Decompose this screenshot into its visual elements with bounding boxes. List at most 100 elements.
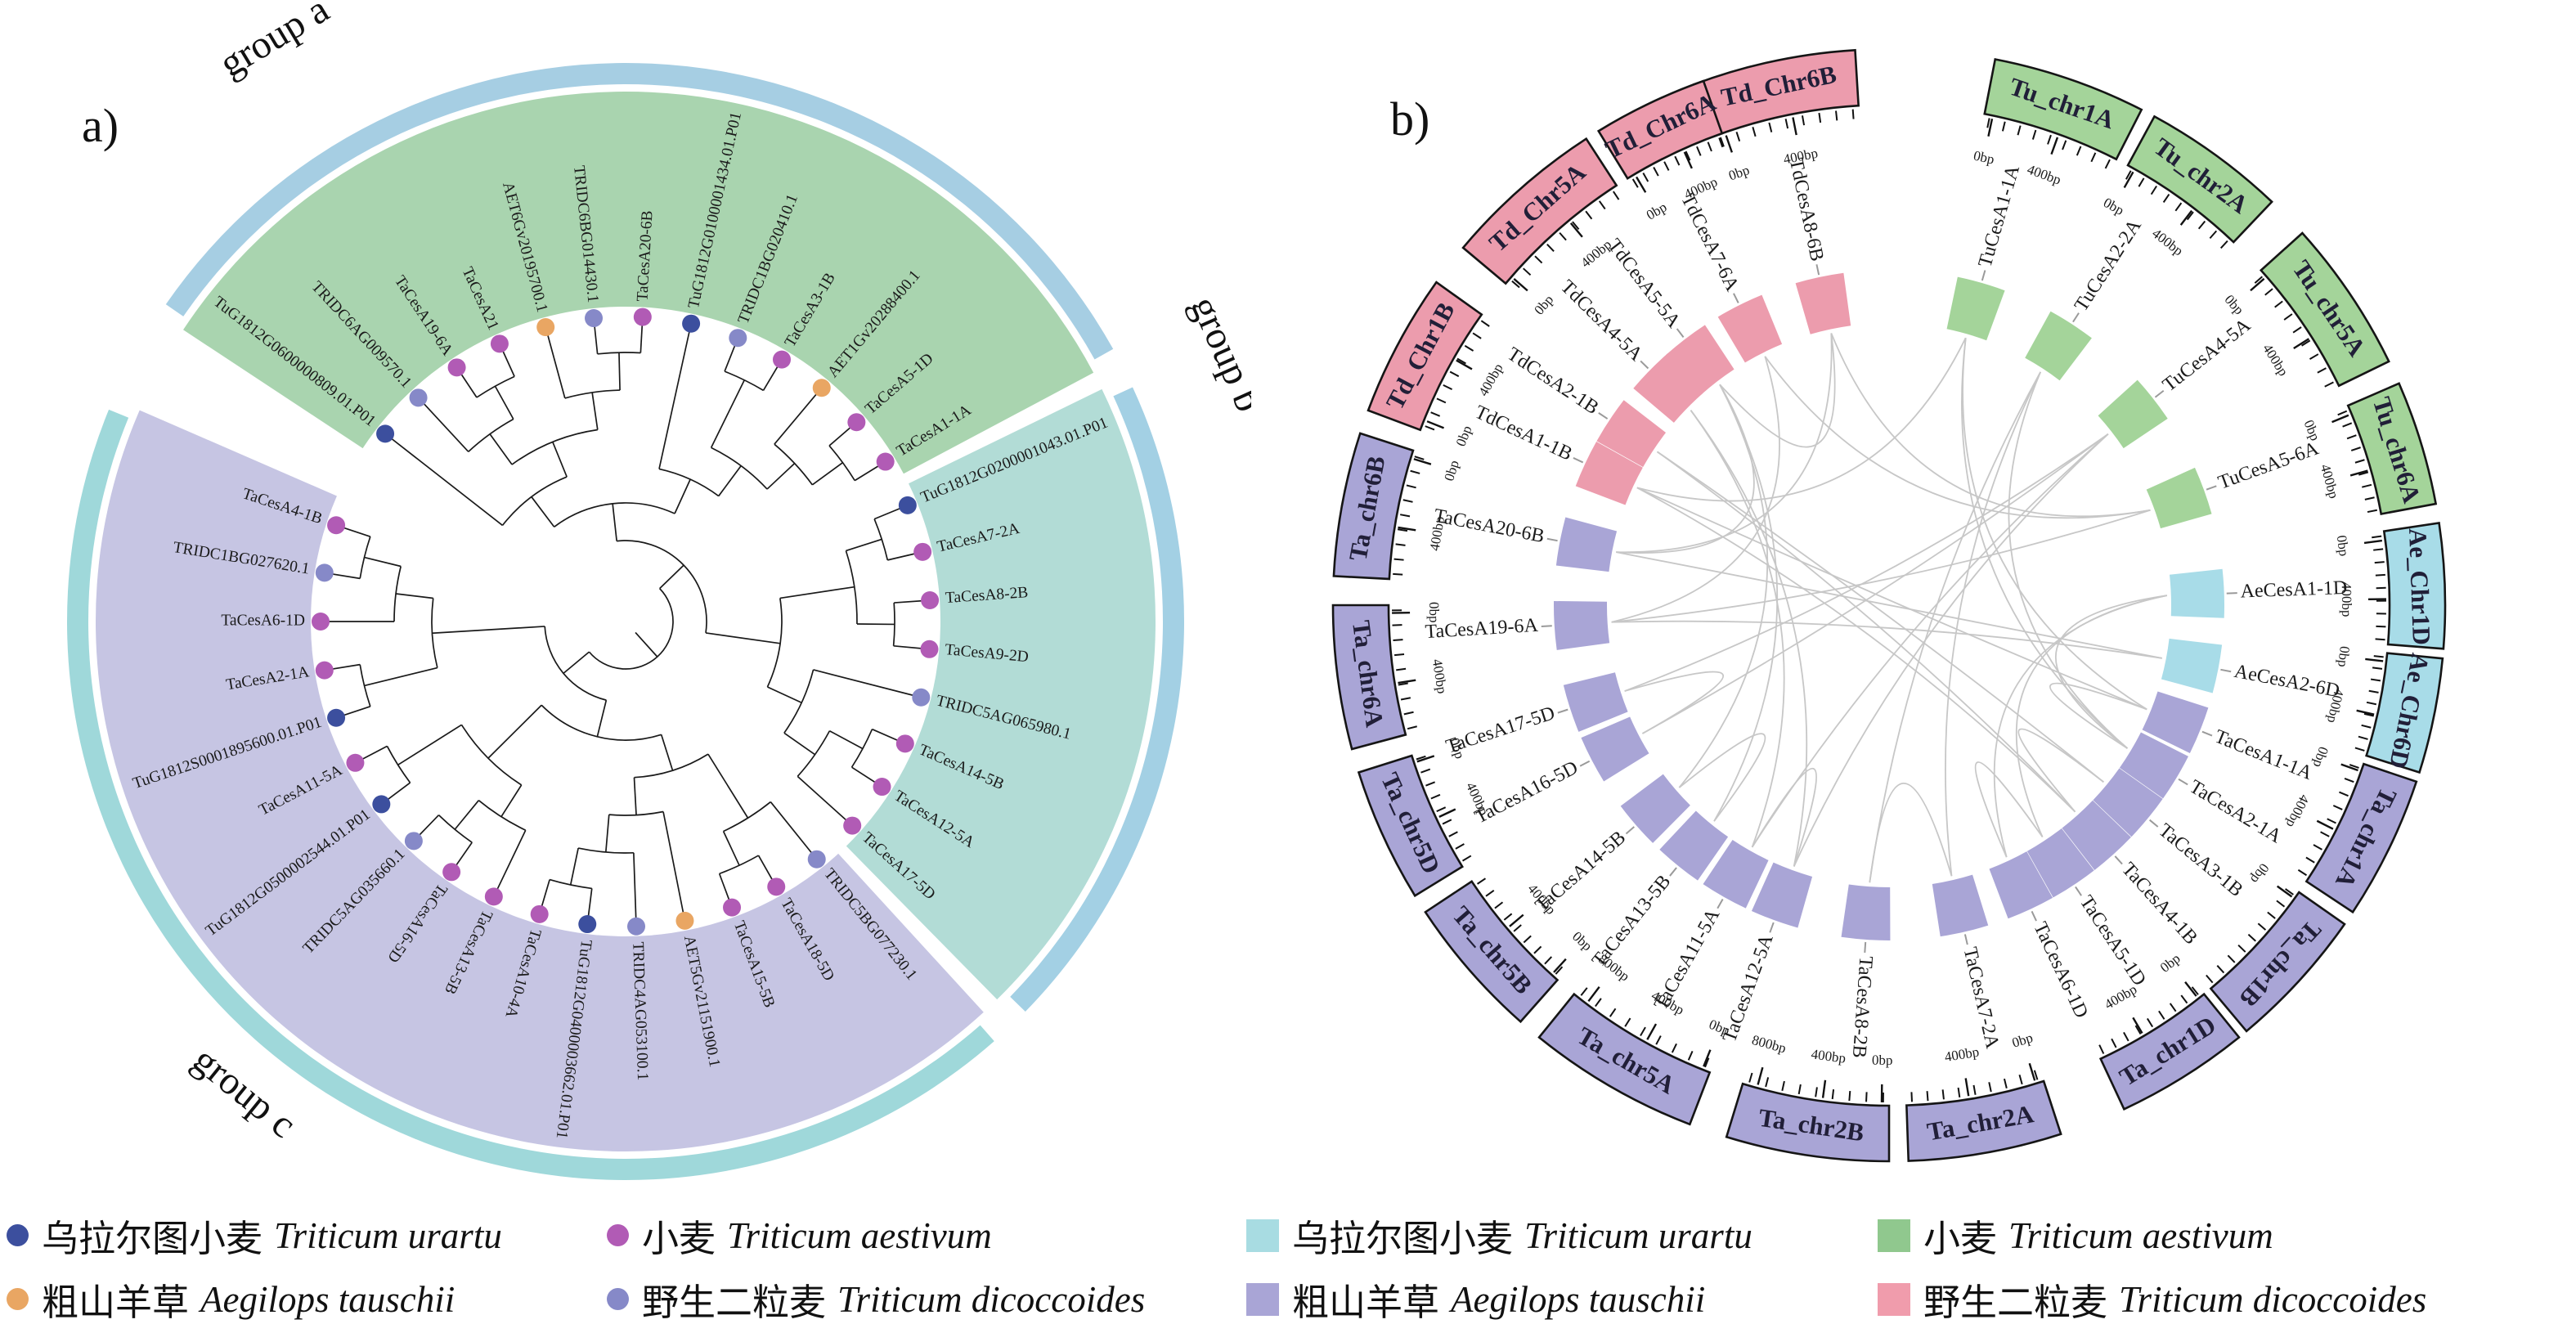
gene-leader-TuCesA1-1A (1981, 270, 1986, 281)
chromosome-box-Ta_chr1A (2304, 762, 2418, 914)
group-a-ring (165, 62, 1114, 360)
leaf-dot-AET5Gv21151900.1 (675, 911, 694, 930)
gene-leader-TdCesA7-6A (1733, 293, 1739, 303)
tick-label-Tu_chr1A-400bp: 400bp (2025, 161, 2062, 187)
leaf-dot-TuG1812G0400003662.01.P01 (578, 915, 597, 934)
tick-label-Tu_chr5A-400bp: 400bp (2260, 341, 2291, 379)
gene-block-TdCesA8-6B (1795, 272, 1851, 334)
gene-label-TaCesA16-5D: TaCesA16-5D (1471, 757, 1582, 828)
leaf-dot-TaCesA12-5A (873, 778, 891, 797)
leaf-dot-TaCesA1-1A (876, 452, 895, 471)
group-b-label: group b (1183, 289, 1251, 418)
group-a-sector (183, 92, 1094, 474)
tick-label-Tu_chr1A-0bp: 0bp (1972, 148, 1996, 168)
legend-item-tree-dicoccoides: 野生二粒麦 Triticum dicoccoides (607, 1272, 1145, 1326)
gene-block-TaCesA16-5D (1581, 716, 1649, 782)
gene-leader-TaCesA6-1D (2031, 910, 2037, 922)
leaf-dot-TuG1812G0100001434.01.P01 (682, 314, 701, 333)
group-c-sector (95, 410, 984, 1152)
gene-label-TuCesA1-1A: TuCesA1-1A (1975, 163, 2025, 270)
gene-block-AeCesA1-1D (2169, 568, 2224, 618)
gene-block-TuCesA5-6A (2146, 467, 2212, 529)
chromosome-box-Ta_chr5A (1537, 992, 1712, 1126)
chromosome-box-Ta_chr5D (1357, 754, 1464, 898)
gene-label-TaCesA20-6B: TaCesA20-6B (1432, 505, 1546, 548)
panel-a-letter: a) (82, 99, 119, 152)
gene-label-TaCesA4-1B: TaCesA4-1B (2117, 859, 2201, 949)
legend-latin: Triticum dicoccoides (2119, 1278, 2427, 1320)
tree-branches (319, 315, 932, 928)
leaf-dot-TRIDC5AG065980.1 (912, 688, 931, 707)
gene-block-TuCesA1-1A (1946, 276, 2005, 341)
tick-label-Td_Chr1B-400bp: 400bp (1475, 361, 1506, 398)
gene-leader-TaCesA14-5B (1625, 826, 1635, 835)
tick-label-Ta_chr1A-400bp: 400bp (2283, 792, 2313, 831)
gene-leader-TdCesA2-1B (1598, 412, 1609, 420)
gene-leader-TaCesA1-1A (2201, 730, 2213, 737)
gene-leader-TaCesA3-1B (2149, 819, 2159, 828)
gene-block-TuCesA4-5A (2098, 379, 2168, 449)
gene-label-TaCesA17-5D: TaCesA17-5D (1443, 702, 1558, 757)
leaf-dot-AET6Gv20195700.1 (536, 318, 555, 337)
gene-block-TdCesA5-5A (1666, 325, 1735, 395)
tick-label-Td_Chr6B-0bp: 0bp (1726, 162, 1751, 183)
gene-block-TdCesA1-1B (1575, 441, 1643, 505)
gene-label-TdCesA8-6B: TdCesA8-6B (1785, 156, 1828, 263)
tick-label-Ta_chr2B-400bp: 400bp (1811, 1046, 1847, 1066)
gene-leader-TaCesA17-5D (1557, 708, 1568, 714)
gene-label-TdCesA2-1B: TdCesA2-1B (1503, 343, 1602, 419)
gene-leader-TdCesA1-1B (1573, 457, 1584, 464)
gene-label-AeCesA2-6D: AeCesA2-6D (2233, 661, 2341, 702)
leaf-dot-AET1Gv20288400.1 (812, 379, 831, 397)
leaf-dot-TaCesA6-1D (312, 613, 330, 631)
tick-label-Td_Chr5A-0bp: 0bp (1531, 292, 1556, 318)
legend-item-tree-aestivum: 小麦 Triticum aestivum (607, 1209, 992, 1262)
gene-block-AeCesA2-6D (2161, 638, 2223, 693)
gene-block-TaCesA13-5B (1659, 810, 1729, 881)
gene-block-TaCesA4-1B (2062, 800, 2131, 870)
leaf-dot-TaCesA11-5A (346, 753, 365, 772)
gene-leader-AeCesA2-6D (2220, 668, 2232, 673)
tick-label-Ta_chr6A-0bp: 0bp (1426, 602, 1442, 623)
leaf-dot-TaCesA5-1D (847, 413, 866, 432)
chromosome-box-Ta_chr6B (1332, 432, 1415, 581)
gene-leader-TaCesA20-6B (1546, 537, 1558, 542)
chromosome-box-Td_Chr1B (1367, 281, 1483, 432)
gene-label-TaCesA5-1D: TaCesA5-1D (2076, 892, 2150, 990)
legend-latin: Aegilops tauschii (1451, 1278, 1706, 1320)
group-b-ring (1010, 387, 1184, 1012)
gene-label-TaCesA13-5B: TaCesA13-5B (1588, 871, 1675, 972)
leaf-dot-TaCesA21 (490, 334, 509, 353)
gene-block-TdCesA2-1B (1596, 400, 1667, 468)
chromosome-box-Tu_chr2A (2126, 114, 2273, 244)
gene-label-TaCesA2-1A: TaCesA2-1A (2186, 776, 2286, 848)
gene-label-AeCesA1-1D: AeCesA1-1D (2240, 577, 2347, 603)
gene-label-TuCesA2-2A: TuCesA2-2A (2071, 215, 2146, 315)
dicoccoides-dot-icon (607, 1288, 629, 1310)
leaf-dot-TRIDC1BG027620.1 (315, 563, 334, 582)
legend-zh: 乌拉尔图小麦 (42, 1219, 263, 1259)
leaf-dot-TaCesA19-6A (447, 358, 466, 377)
leaf-dot-TuG1812S0001895600.01.P01 (327, 708, 346, 727)
group-c-ring (67, 409, 994, 1181)
gene-block-TdCesA7-6A (1717, 294, 1783, 363)
legend-latin: Triticum urartu (1524, 1214, 1752, 1256)
aestivum-square-icon (1878, 1219, 1910, 1252)
gene-leader-TaCesA5-1D (2075, 886, 2082, 896)
leaf-dot-TRIDC6AG009570.1 (409, 388, 428, 407)
urartu-dot-icon (7, 1224, 29, 1246)
leaf-dot-TuG1812G0200001043.01.P01 (898, 496, 917, 514)
tauschii-dot-icon (7, 1288, 29, 1310)
gene-label-TaCesA11-5A: TaCesA11-5A (1650, 905, 1725, 1014)
gene-leader-TaCesA16-5D (1579, 760, 1591, 767)
gene-label-TaCesA14-5B: TaCesA14-5B (1532, 827, 1630, 916)
chromosome-box-Ta_chr2B (1725, 1082, 1891, 1163)
chromosome-box-Td_Chr6B (1693, 48, 1860, 138)
gene-leader-TaCesA4-1B (2114, 855, 2123, 865)
leaf-dot-TRIDC5AG035660.1 (404, 832, 423, 851)
chromosome-box-Ta_chr1D (2098, 992, 2241, 1111)
legend-latin: Triticum aestivum (2008, 1214, 2273, 1256)
gene-label-TdCesA5-5A: TdCesA5-5A (1603, 235, 1685, 332)
